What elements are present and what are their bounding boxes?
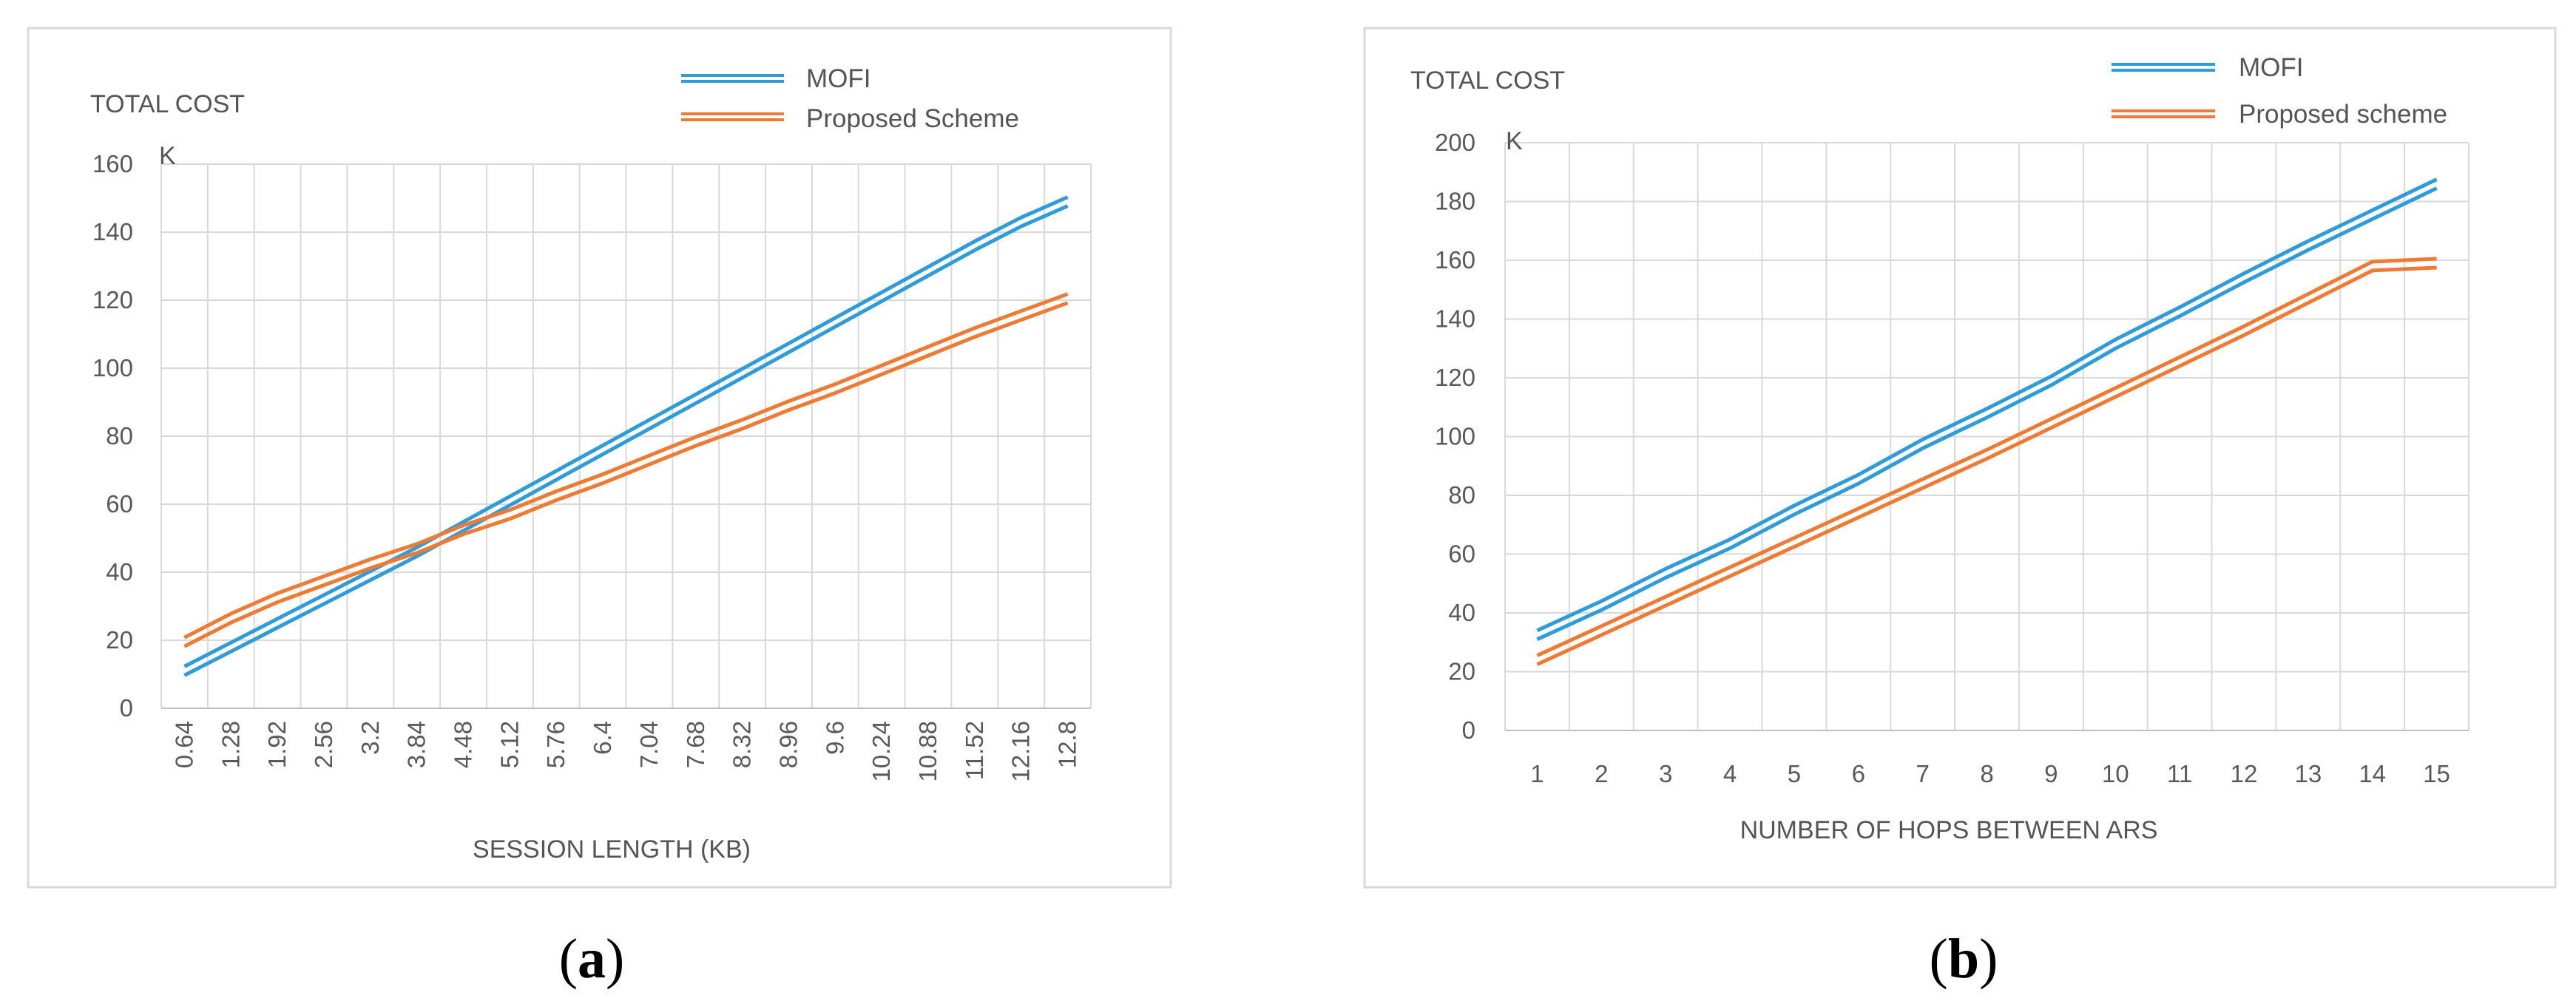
x-tick-label: 11 bbox=[2167, 760, 2192, 787]
y-tick-label: 60 bbox=[106, 490, 133, 518]
legend-label-proposed: Proposed Scheme bbox=[806, 104, 1019, 133]
x-tick-label: 7.04 bbox=[635, 721, 663, 768]
y-unit-label: K bbox=[1506, 127, 1523, 155]
x-tick-labels: 1 2 3 4 5 6 7 8 9 10 11 12 13 14 15 bbox=[1530, 760, 2450, 787]
x-tick-label: 12.8 bbox=[1054, 721, 1081, 768]
series-line-proposed-scheme bbox=[183, 292, 1069, 640]
series-lines bbox=[1536, 177, 2438, 666]
x-tick-label: 0.64 bbox=[170, 721, 197, 768]
series-line-mofi bbox=[1536, 177, 2438, 633]
x-tick-label: 5.12 bbox=[496, 721, 523, 768]
series-line-proposed-scheme bbox=[183, 301, 1069, 648]
x-tick-label: 4 bbox=[1723, 760, 1737, 787]
x-tick-label: 7 bbox=[1916, 760, 1929, 787]
x-tick-label: 9 bbox=[2044, 760, 2058, 787]
caption-letter: a bbox=[578, 928, 606, 990]
y-tick-label: 100 bbox=[1435, 423, 1475, 450]
x-tick-label: 15 bbox=[2423, 760, 2450, 787]
y-tick-label: 80 bbox=[106, 422, 133, 450]
y-tick-label: 0 bbox=[1462, 716, 1475, 744]
y-tick-label: 180 bbox=[1435, 188, 1475, 215]
x-tick-label: 10 bbox=[2102, 760, 2129, 787]
y-tick-label: 140 bbox=[1435, 305, 1475, 333]
x-tick-label: 9.6 bbox=[821, 721, 848, 755]
x-tick-label: 8.96 bbox=[774, 721, 802, 768]
x-tick-label: 1.92 bbox=[263, 721, 291, 768]
caption-letter: b bbox=[1948, 928, 1979, 990]
legend-label-proposed: Proposed scheme bbox=[2239, 100, 2447, 129]
series-line-proposed-scheme bbox=[1536, 265, 2437, 666]
series-line-proposed-scheme bbox=[1536, 257, 2437, 657]
y-unit-label: K bbox=[159, 142, 176, 170]
legend: MOFI Proposed Scheme bbox=[681, 64, 1019, 133]
y-tick-label: 80 bbox=[1448, 481, 1475, 509]
y-tick-label: 140 bbox=[92, 218, 133, 245]
legend-label-mofi: MOFI bbox=[806, 64, 871, 93]
y-tick-label: 40 bbox=[1448, 599, 1475, 626]
y-tick-label: 160 bbox=[1435, 246, 1475, 274]
y-tick-label: 120 bbox=[1435, 364, 1475, 391]
x-tick-label: 10.88 bbox=[914, 721, 942, 782]
grid bbox=[1504, 142, 2469, 731]
y-tick-label: 160 bbox=[92, 150, 133, 177]
y-tick-label: 40 bbox=[106, 558, 133, 586]
x-tick-label: 6 bbox=[1852, 760, 1865, 787]
chart-panel-a: 0 20 40 60 80 100 120 140 160 0.64 1.28 1.92 2.56 3.… bbox=[27, 27, 1172, 990]
x-tick-label: 7.68 bbox=[682, 721, 709, 768]
y-tick-label: 20 bbox=[1448, 658, 1475, 685]
x-axis-label: NUMBER OF HOPS BETWEEN ARS bbox=[1740, 816, 2158, 844]
x-tick-label: 2.56 bbox=[310, 721, 337, 768]
y-tick-labels: 0 20 40 60 80 100 120 140 160 bbox=[92, 150, 133, 722]
y-tick-label: 60 bbox=[1448, 540, 1475, 568]
x-tick-label: 5 bbox=[1788, 760, 1801, 787]
x-tick-label: 6.4 bbox=[589, 721, 616, 755]
caption-a: (a) bbox=[559, 928, 625, 990]
x-tick-label: 10.24 bbox=[868, 721, 895, 782]
x-tick-label: 12.16 bbox=[1007, 721, 1035, 782]
series-line-mofi bbox=[183, 195, 1069, 668]
x-tick-label: 3.2 bbox=[356, 721, 384, 755]
chart-title: TOTAL COST bbox=[1410, 67, 1565, 95]
y-tick-label: 200 bbox=[1435, 129, 1475, 156]
y-tick-label: 100 bbox=[92, 354, 133, 381]
grid bbox=[160, 163, 1092, 709]
x-tick-label: 13 bbox=[2294, 760, 2322, 787]
series-line-mofi bbox=[183, 204, 1069, 677]
x-tick-label: 3.84 bbox=[403, 721, 430, 768]
x-tick-labels: 0.64 1.28 1.92 2.56 3.2 3.84 4.48 5.12 5.76 6.4 7.… bbox=[170, 721, 1081, 782]
y-tick-labels: 0 20 40 60 80 100 120 140 160 180 200 bbox=[1435, 129, 1475, 744]
legend-label-mofi: MOFI bbox=[2239, 53, 2303, 82]
series-line-mofi bbox=[1536, 186, 2438, 642]
y-tick-label: 0 bbox=[120, 694, 133, 722]
x-tick-label: 8 bbox=[1980, 760, 1993, 787]
caption-b: (b) bbox=[1930, 928, 1998, 990]
x-tick-label: 1.28 bbox=[217, 721, 244, 768]
x-tick-label: 5.76 bbox=[542, 721, 569, 768]
legend: MOFI Proposed scheme bbox=[2112, 53, 2447, 129]
series-lines bbox=[183, 195, 1069, 677]
x-tick-label: 2 bbox=[1595, 760, 1608, 787]
x-tick-label: 3 bbox=[1659, 760, 1672, 787]
x-tick-label: 14 bbox=[2359, 760, 2386, 787]
x-tick-label: 8.32 bbox=[728, 721, 756, 768]
x-tick-label: 1 bbox=[1530, 760, 1544, 787]
x-tick-label: 12 bbox=[2231, 760, 2258, 787]
y-tick-label: 20 bbox=[106, 626, 133, 654]
x-axis-label: SESSION LENGTH (KB) bbox=[473, 835, 751, 864]
chart-title: TOTAL COST bbox=[90, 90, 245, 118]
x-tick-label: 11.52 bbox=[961, 721, 988, 780]
y-tick-label: 120 bbox=[92, 286, 133, 313]
x-tick-label: 4.48 bbox=[450, 721, 477, 768]
chart-frame bbox=[1363, 27, 2557, 889]
